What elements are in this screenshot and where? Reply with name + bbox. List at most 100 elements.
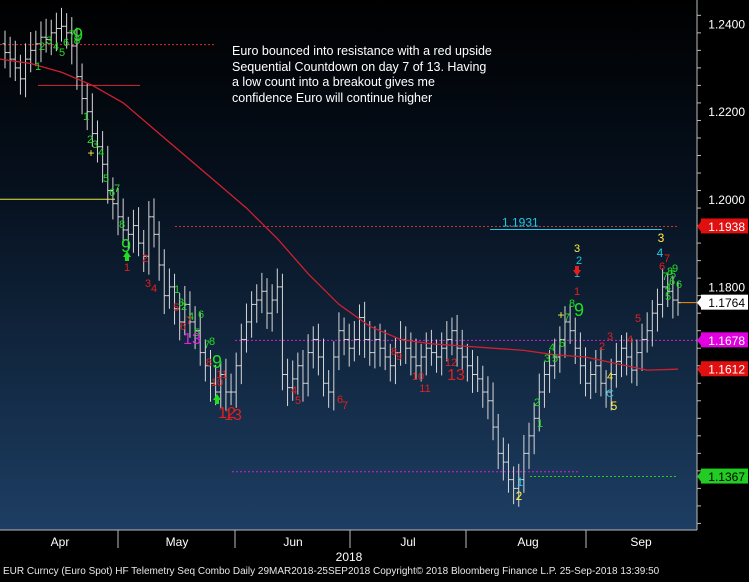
annotation-text: Euro bounced into resistance with a red … [232, 44, 492, 105]
ohlc-bar [130, 209, 136, 253]
td-setup-count: 2 [534, 397, 540, 409]
ohlc-bar [629, 338, 635, 384]
price-label: 1.2000 [708, 193, 745, 207]
td-setup-count: 9 [672, 263, 678, 275]
ohlc-bar [444, 321, 450, 362]
td-countdown-count: 2 [599, 341, 605, 353]
ohlc-bar [372, 326, 378, 369]
ohlc-bar [120, 198, 126, 244]
td-setup-count: 9 [73, 25, 83, 45]
price-tag [701, 468, 748, 484]
td-setup-count: 1 [174, 284, 180, 296]
td-countdown-count: 6 [337, 394, 343, 406]
price-tag-pointer [697, 221, 701, 232]
ohlc-bar [243, 303, 249, 353]
ohlc-bar [89, 93, 95, 147]
ohlc-bar [464, 343, 470, 382]
td-countdown-count: 2 [142, 253, 148, 265]
td-setup-count: 8 [209, 336, 215, 348]
ohlc-bar [495, 413, 501, 470]
ohlc-bar [223, 358, 229, 411]
td-countdown-count: 7 [186, 315, 192, 327]
td-setup-count: 7 [204, 339, 210, 351]
td-setup-count: 1 [517, 475, 524, 489]
td-countdown-count: 8 [391, 346, 397, 358]
td-setup-count: 7 [662, 271, 668, 283]
ohlc-bar [413, 338, 419, 379]
td-setup-count: 3 [544, 353, 550, 365]
td-setup-count: 4 [607, 371, 613, 383]
ohlc-bar [639, 323, 645, 371]
time-axis-background [0, 530, 749, 582]
ohlc-bar [449, 317, 455, 356]
ohlc-bar [94, 120, 100, 163]
ohlc-bar [161, 249, 167, 315]
ohlc-bar [408, 332, 414, 376]
td-setup-count: 2 [39, 41, 45, 53]
ohlc-bar [79, 63, 85, 115]
td-setup-count: 3 [92, 139, 98, 151]
td-countdown-count: 12 [445, 357, 457, 369]
ohlc-bar [593, 349, 599, 393]
ohlc-bar [552, 338, 558, 379]
td-setup-count: 6 [559, 338, 565, 350]
footer-text: EUR Curncy (Euro Spot) HF Telemetry Seq … [3, 566, 660, 577]
ohlc-bar [485, 376, 491, 420]
td-setup-count: 5 [103, 173, 109, 185]
price-label: 1.2400 [708, 18, 745, 32]
ohlc-bar [490, 382, 496, 441]
td-countdown-count: 7 [342, 400, 348, 412]
ohlc-bar [326, 370, 332, 408]
ohlc-bar [156, 221, 162, 281]
ohlc-bar [274, 268, 280, 314]
price-tag-pointer [697, 335, 701, 346]
ohlc-bar [454, 314, 460, 367]
month-label: Aug [517, 535, 538, 549]
td-setup-count: 4 [549, 342, 555, 354]
ohlc-bar [110, 177, 116, 220]
ohlc-bar [562, 306, 568, 358]
td-setup-count: 2 [516, 489, 523, 503]
td-setup-count: 6 [109, 187, 115, 199]
td-setup-count: 4 [657, 246, 664, 260]
price-label: 1.1800 [708, 280, 745, 294]
td-countdown-count: 5 [295, 395, 301, 407]
td-setup-count: 5 [665, 291, 671, 303]
ohlc-bar [202, 339, 208, 382]
ohlc-bar [331, 341, 337, 411]
ohlc-bar [608, 358, 614, 411]
td-countdown-count: 4 [627, 334, 633, 346]
price-tag-pointer [697, 471, 701, 482]
ohlc-bar [305, 334, 311, 397]
price-tag-pointer [697, 364, 701, 375]
ohlc-bar [428, 329, 434, 366]
month-label: Apr [51, 535, 70, 549]
month-label: Jun [283, 535, 302, 549]
ohlc-bar [53, 12, 59, 52]
ohlc-bar [547, 349, 553, 393]
td-countdown-count: 4 [291, 385, 297, 397]
td-countdown-count: 13 [447, 367, 465, 384]
ohlc-bar [48, 19, 54, 56]
price-tag [701, 218, 748, 234]
td-setup-count: 5 [670, 269, 676, 281]
td-setup-count: 8 [74, 33, 81, 47]
ohlc-bar [418, 343, 424, 382]
ohlc-bar [290, 360, 296, 401]
ohlc-bar [470, 349, 476, 393]
td-countdown-count: 1 [124, 262, 130, 274]
ohlc-bar [310, 326, 316, 369]
td-plus-marker: + [557, 308, 564, 322]
ohlc-bar [321, 338, 327, 397]
month-label: Jul [400, 535, 415, 549]
ohlc-bar [654, 288, 660, 332]
ohlc-bar [279, 273, 285, 391]
ohlc-bar [382, 329, 388, 371]
td-countdown-count: 3 [145, 278, 151, 290]
ohlc-bar [505, 443, 511, 493]
ohlc-bar [177, 293, 183, 341]
ohlc-bar [218, 361, 224, 408]
ohlc-bar [423, 332, 429, 376]
td-setup-count: 5 [59, 47, 65, 59]
td-setup-count: 4 [98, 147, 104, 159]
